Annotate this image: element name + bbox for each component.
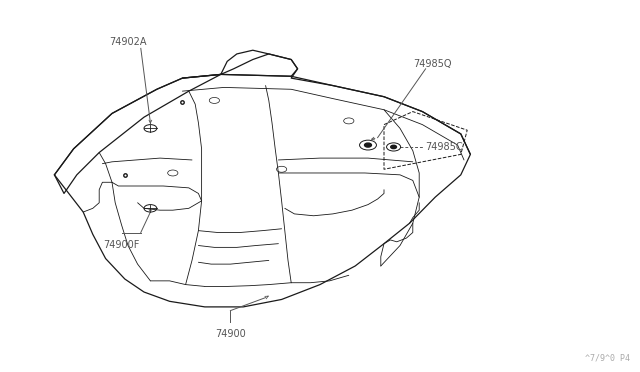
Text: 74985Q: 74985Q <box>413 59 451 69</box>
Text: 74900: 74900 <box>215 329 246 339</box>
Text: 74900F: 74900F <box>104 240 140 250</box>
Text: 74902A: 74902A <box>109 36 147 46</box>
Circle shape <box>390 145 397 149</box>
Circle shape <box>365 143 371 147</box>
Text: 74985C: 74985C <box>426 142 463 152</box>
Text: ^7/9^0 P4: ^7/9^0 P4 <box>586 354 630 363</box>
